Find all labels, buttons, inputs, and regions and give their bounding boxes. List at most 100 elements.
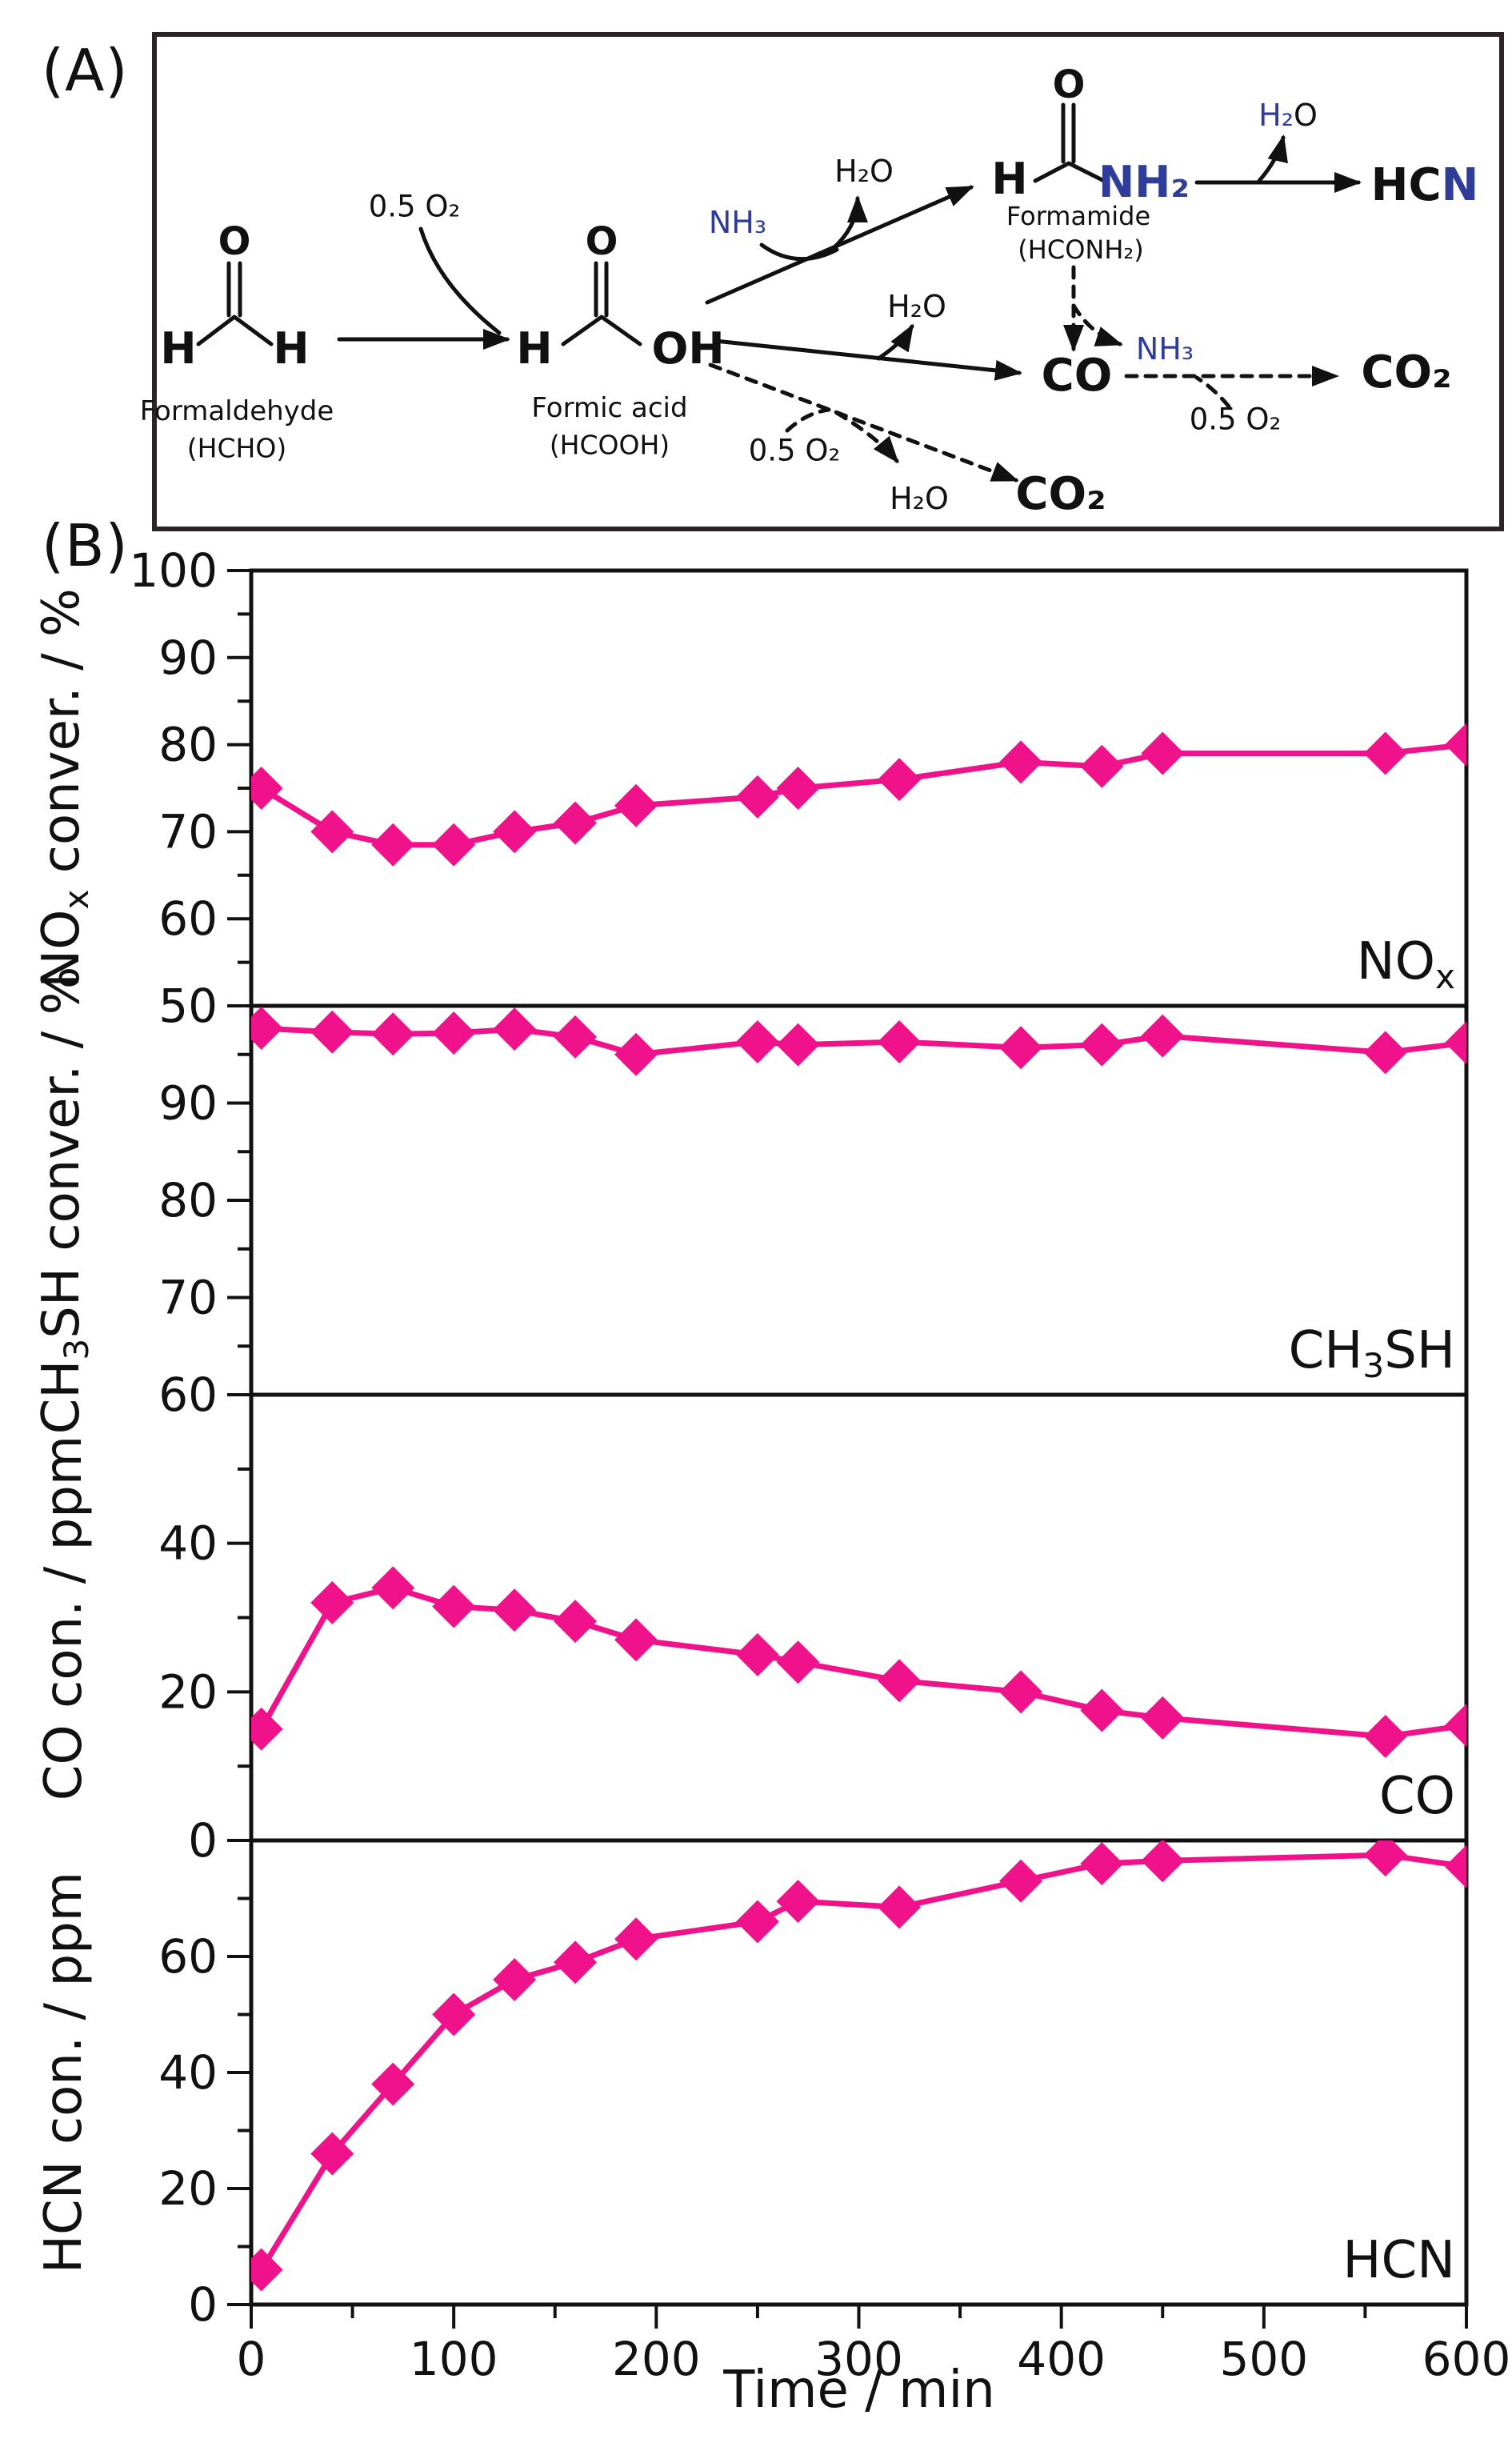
y-tick-label: 50 xyxy=(158,979,218,1033)
y-tick-label: 70 xyxy=(158,1271,218,1325)
formamide-double-bond xyxy=(1061,102,1076,164)
data-point-hcn xyxy=(371,2062,415,2106)
data-point-hcn xyxy=(878,1885,922,1929)
formic-acid-name: Formic acid xyxy=(531,392,688,424)
data-point-hcn xyxy=(432,1992,476,2036)
data-point-hcn xyxy=(493,1958,537,2001)
y-tick-label: 20 xyxy=(158,2161,218,2216)
data-point-nox xyxy=(999,740,1043,784)
y-tick-label: 40 xyxy=(158,1516,218,1571)
dashed-curve-o2-step3 xyxy=(785,407,831,433)
data-point-co xyxy=(310,1580,354,1624)
y-tick-label: 60 xyxy=(158,891,218,946)
data-point-nox xyxy=(554,801,598,845)
curve-h2o-right xyxy=(1257,134,1288,183)
water-byproduct-bottom: H₂O xyxy=(890,481,949,516)
data-point-co xyxy=(878,1659,922,1703)
reaction-scheme-drawing xyxy=(196,102,1362,483)
section-b-label: (B) xyxy=(42,512,129,579)
dashed-arrow-formic-to-co2 xyxy=(708,362,1019,483)
data-point-ch3sh xyxy=(1363,1031,1407,1075)
oxidation-step2-label: 0.5 O₂ xyxy=(1189,402,1282,437)
data-point-co xyxy=(1363,1715,1407,1759)
data-point-nox xyxy=(432,823,476,867)
data-point-nox xyxy=(614,783,658,827)
data-point-ch3sh xyxy=(999,1026,1043,1070)
y-tick-label: 90 xyxy=(158,1076,218,1131)
curve-nh3-join xyxy=(759,242,839,262)
data-point-nox xyxy=(493,810,537,854)
y-tick-label: 70 xyxy=(158,804,218,859)
data-point-hcn xyxy=(999,1859,1043,1903)
co2-product-bottom: CO₂ xyxy=(1015,468,1106,520)
data-point-hcn xyxy=(1363,1840,1407,1877)
x-axis-title: Time / min xyxy=(723,2361,995,2420)
panel-frame-ch3sh xyxy=(249,1003,1469,1397)
formamide-name: Formamide xyxy=(1006,201,1151,231)
formaldehyde-double-bond xyxy=(226,261,242,318)
data-point-ch3sh xyxy=(776,1023,820,1067)
formic-acid-oh-group: OH xyxy=(651,323,725,374)
formic-acid-h-atom: H xyxy=(516,323,553,374)
x-tick-label: 400 xyxy=(1017,2332,1106,2386)
formaldehyde-h-right-atom: H xyxy=(273,323,310,374)
data-point-ch3sh xyxy=(735,1019,779,1063)
y-tick-label: 20 xyxy=(158,1664,218,1719)
data-point-nox xyxy=(735,775,779,819)
data-point-ch3sh xyxy=(371,1012,415,1056)
data-point-hcn xyxy=(310,2132,354,2176)
panel-frame-nox xyxy=(249,568,1469,1008)
panel-label-hcn: HCN xyxy=(1342,2231,1455,2290)
data-point-co xyxy=(999,1670,1043,1714)
y-tick-label: 80 xyxy=(158,718,218,772)
data-point-ch3sh xyxy=(251,1006,283,1050)
water-byproduct-top: H₂O xyxy=(834,154,894,189)
formic-acid-formula: (HCOOH) xyxy=(549,429,670,461)
co-product-label: CO xyxy=(1041,350,1113,402)
data-point-hcn xyxy=(554,1940,598,1984)
data-point-ch3sh xyxy=(1445,1021,1466,1065)
formic-double-bond xyxy=(594,261,609,318)
data-point-co xyxy=(493,1588,537,1632)
curve-h2o-top xyxy=(831,195,868,250)
data-point-co xyxy=(554,1600,598,1644)
y-tick-label: 90 xyxy=(158,631,218,685)
hcn-product-label: HCN xyxy=(1370,159,1479,211)
panel-frame-hcn xyxy=(249,1838,1469,2307)
data-point-nox xyxy=(1363,731,1407,775)
data-point-co xyxy=(614,1618,658,1662)
reaction-scheme-panel: O H H Formaldehyde (HCHO) 0.5 O₂ O H OH Formic ac… xyxy=(140,32,1504,531)
data-point-co xyxy=(1141,1696,1185,1740)
data-point-co xyxy=(1080,1688,1124,1732)
y-tick-label: 100 xyxy=(129,543,218,598)
data-point-nox xyxy=(1141,731,1185,775)
dashed-branch-nh3 xyxy=(1071,303,1123,346)
y-tick-label: 60 xyxy=(158,1368,218,1422)
time-series-chart: 100 90 80 70 60 50 90 80 70 60 40 20 0 60 40 20 0 0 100 200… xyxy=(0,528,1512,2463)
dashed-branch-h2o-bottom xyxy=(834,410,899,464)
data-point-hcn xyxy=(614,1917,658,1961)
data-point-nox xyxy=(310,810,354,854)
data-point-hcn xyxy=(1080,1842,1124,1885)
data-point-co xyxy=(251,1707,283,1751)
data-point-hcn xyxy=(1445,1844,1466,1888)
data-point-ch3sh xyxy=(878,1019,922,1063)
dashed-curve-o2-step2 xyxy=(1194,375,1231,409)
data-point-nox xyxy=(371,823,415,867)
water-byproduct-right: H₂O xyxy=(1258,98,1318,133)
y-tick-label: 0 xyxy=(188,2277,218,2332)
data-point-hcn xyxy=(1141,1840,1185,1883)
panel-label-ch3sh: CH3SH xyxy=(1288,1321,1455,1385)
formaldehyde-formula: (HCHO) xyxy=(186,432,287,464)
y-axis-title-co: CO con. / ppm xyxy=(34,1435,94,1800)
x-tick-label: 200 xyxy=(612,2332,701,2386)
panel-label-nox: NOx xyxy=(1356,932,1455,996)
y-axis-title-nox: NOx conver. / % xyxy=(32,588,96,988)
x-tick-label: 500 xyxy=(1219,2332,1308,2386)
data-point-hcn xyxy=(251,2248,283,2292)
formamide-ch-cn-bonds xyxy=(1033,161,1106,183)
formic-acid-o-atom: O xyxy=(585,219,618,264)
y-axis-title-hcn: HCN con. / ppm xyxy=(34,1871,94,2274)
y-tick-label: 0 xyxy=(188,1813,218,1868)
